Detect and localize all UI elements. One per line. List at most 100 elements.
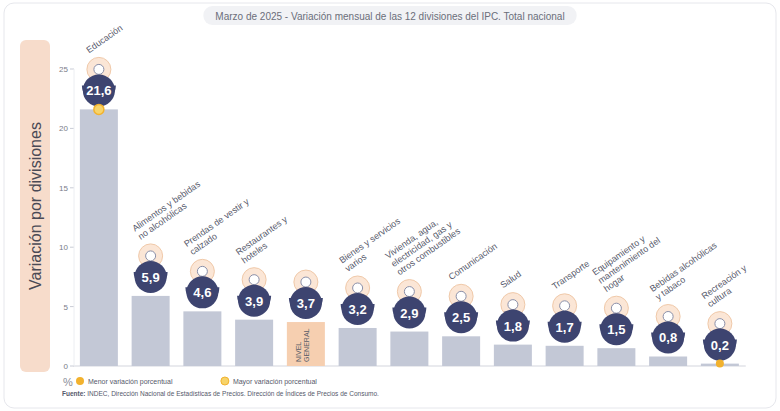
category-label: Transporte xyxy=(550,258,591,291)
bar xyxy=(649,356,687,366)
y-axis-title: Variación por divisiones xyxy=(27,122,44,290)
badge xyxy=(186,276,218,308)
source-prefix: Fuente: xyxy=(62,390,85,397)
bar xyxy=(132,296,170,366)
source: Fuente: INDEC, Dirección Nacional de Est… xyxy=(62,389,379,397)
data-label: 21,6 xyxy=(86,83,111,98)
label-line: y tabaco xyxy=(654,274,688,302)
badge xyxy=(135,261,167,293)
category-label: NIVELGENERAL xyxy=(295,328,310,362)
bar xyxy=(339,328,377,366)
bar xyxy=(183,311,221,366)
title-pill xyxy=(203,6,576,25)
label-line: Salud xyxy=(498,269,523,290)
y-tick xyxy=(70,306,74,307)
icon xyxy=(94,64,104,74)
title-group: Marzo de 2025 - Variación mensual de las… xyxy=(203,6,576,25)
category-label: Restaurantes yhoteles xyxy=(234,214,295,265)
title: Marzo de 2025 - Variación mensual de las… xyxy=(215,11,564,22)
min-marker xyxy=(716,360,724,368)
icon xyxy=(197,266,207,276)
label-line: cultura xyxy=(705,286,733,310)
icon xyxy=(404,287,414,297)
data-label: 2,5 xyxy=(452,310,470,325)
category-label: Educación xyxy=(84,23,124,55)
y-tick xyxy=(70,247,74,248)
legend-label: Menor variación porcentual xyxy=(88,378,173,386)
y-tick-label: 15 xyxy=(59,184,68,193)
source-text: INDEC, Dirección Nacional de Estadística… xyxy=(85,389,379,397)
data-label: 3,2 xyxy=(349,302,367,317)
ylabel-band xyxy=(20,40,50,372)
bars xyxy=(80,109,739,366)
data-label: 1,5 xyxy=(607,322,625,337)
badge xyxy=(393,297,425,329)
label-line: no alcohólicas xyxy=(136,200,189,241)
label-line: Prendas de vestir y xyxy=(182,196,251,249)
icon xyxy=(715,319,725,329)
data-label: 5,9 xyxy=(142,270,160,285)
bar xyxy=(442,336,480,366)
badge xyxy=(600,313,632,345)
y-unit: % xyxy=(63,376,73,388)
category-label: Comunicación xyxy=(447,241,499,282)
label-line: NIVEL xyxy=(295,342,302,362)
y-tick-label: 25 xyxy=(59,65,68,74)
bar xyxy=(494,345,532,366)
label-line: Educación xyxy=(84,23,124,55)
card xyxy=(4,3,776,408)
category-label: Vivienda, agua,electricidad, gas yotros … xyxy=(383,209,462,277)
icon xyxy=(146,251,156,261)
bar xyxy=(597,348,635,366)
data-label: 3,9 xyxy=(245,294,263,309)
icon xyxy=(560,301,570,311)
bar xyxy=(546,346,584,366)
badge xyxy=(238,285,270,317)
legend-swatch xyxy=(76,377,84,385)
data-label: 4,6 xyxy=(193,285,211,300)
y-axis xyxy=(74,69,75,366)
category-label: Salud xyxy=(498,269,523,290)
category-label: Recreación ycultura xyxy=(700,262,755,309)
badge xyxy=(549,311,581,343)
badge xyxy=(83,74,115,106)
y-tick xyxy=(70,187,74,188)
icon xyxy=(611,303,621,313)
label-line: Alimentos y bebidas xyxy=(130,179,202,234)
icon xyxy=(249,275,259,285)
legend-label: Mayor variación porcentual xyxy=(233,378,317,386)
badge xyxy=(342,293,374,325)
labels: 21,6 Educación 5,9 Alimentos y bebidasno al… xyxy=(82,23,755,368)
badge xyxy=(704,329,736,361)
bar xyxy=(390,332,428,366)
label-line: GENERAL xyxy=(303,328,310,362)
data-label: 0,8 xyxy=(659,330,677,345)
label-line: hoteles xyxy=(240,240,270,265)
legend-item: Mayor variación porcentual xyxy=(221,377,317,386)
chart: Variación por divisiones Marzo de 2025 - … xyxy=(0,0,780,411)
bar xyxy=(80,109,118,366)
bar xyxy=(287,322,325,366)
label-line: mantenimiento del xyxy=(596,235,662,285)
y-tick-label: 10 xyxy=(59,243,68,252)
data-label: 2,9 xyxy=(400,306,418,321)
y-tick xyxy=(70,128,74,129)
data-label: 1,8 xyxy=(504,319,522,334)
badge xyxy=(497,310,529,342)
max-marker xyxy=(94,104,104,114)
legend-item: Menor variación porcentual xyxy=(76,377,173,386)
badge xyxy=(445,301,477,333)
icon xyxy=(353,283,363,293)
label-line: Comunicación xyxy=(447,241,499,282)
label-line: hogar xyxy=(602,272,627,293)
data-label: 1,7 xyxy=(556,320,574,335)
bar xyxy=(235,320,273,366)
y-tick-label: 5 xyxy=(64,303,69,312)
label-line: Transporte xyxy=(550,258,591,291)
icon xyxy=(508,300,518,310)
label-line: varios xyxy=(343,251,369,273)
y-tick-label: 20 xyxy=(59,124,68,133)
label-line: calzado xyxy=(188,231,219,257)
icon xyxy=(456,291,466,301)
legend-swatch xyxy=(221,377,229,385)
